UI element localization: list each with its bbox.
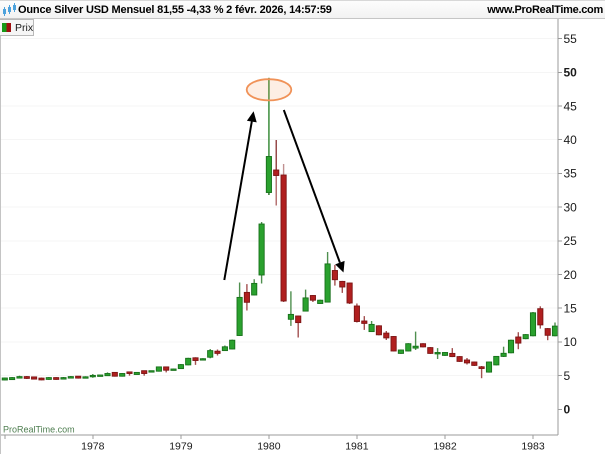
- svg-text:0: 0: [564, 403, 571, 417]
- svg-text:1979: 1979: [169, 441, 193, 453]
- svg-text:5: 5: [564, 369, 571, 383]
- svg-text:35: 35: [564, 167, 578, 181]
- svg-text:ProRealTime.com: ProRealTime.com: [3, 425, 75, 435]
- svg-text:1978: 1978: [81, 441, 105, 453]
- svg-text:20: 20: [564, 268, 578, 282]
- svg-text:30: 30: [564, 200, 578, 214]
- svg-text:1980: 1980: [257, 441, 281, 453]
- svg-text:1983: 1983: [521, 441, 545, 453]
- svg-text:25: 25: [564, 234, 578, 248]
- svg-text:10: 10: [564, 335, 578, 349]
- svg-text:55: 55: [564, 32, 578, 46]
- svg-text:45: 45: [564, 99, 578, 113]
- svg-text:1982: 1982: [433, 441, 457, 453]
- svg-text:50: 50: [564, 66, 578, 80]
- svg-text:40: 40: [564, 133, 578, 147]
- svg-text:15: 15: [564, 302, 578, 316]
- svg-text:1981: 1981: [345, 441, 369, 453]
